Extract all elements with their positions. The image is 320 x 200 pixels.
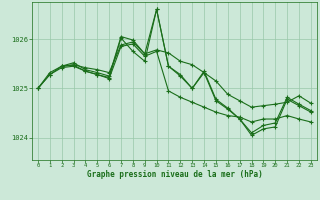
X-axis label: Graphe pression niveau de la mer (hPa): Graphe pression niveau de la mer (hPa) [86, 170, 262, 179]
